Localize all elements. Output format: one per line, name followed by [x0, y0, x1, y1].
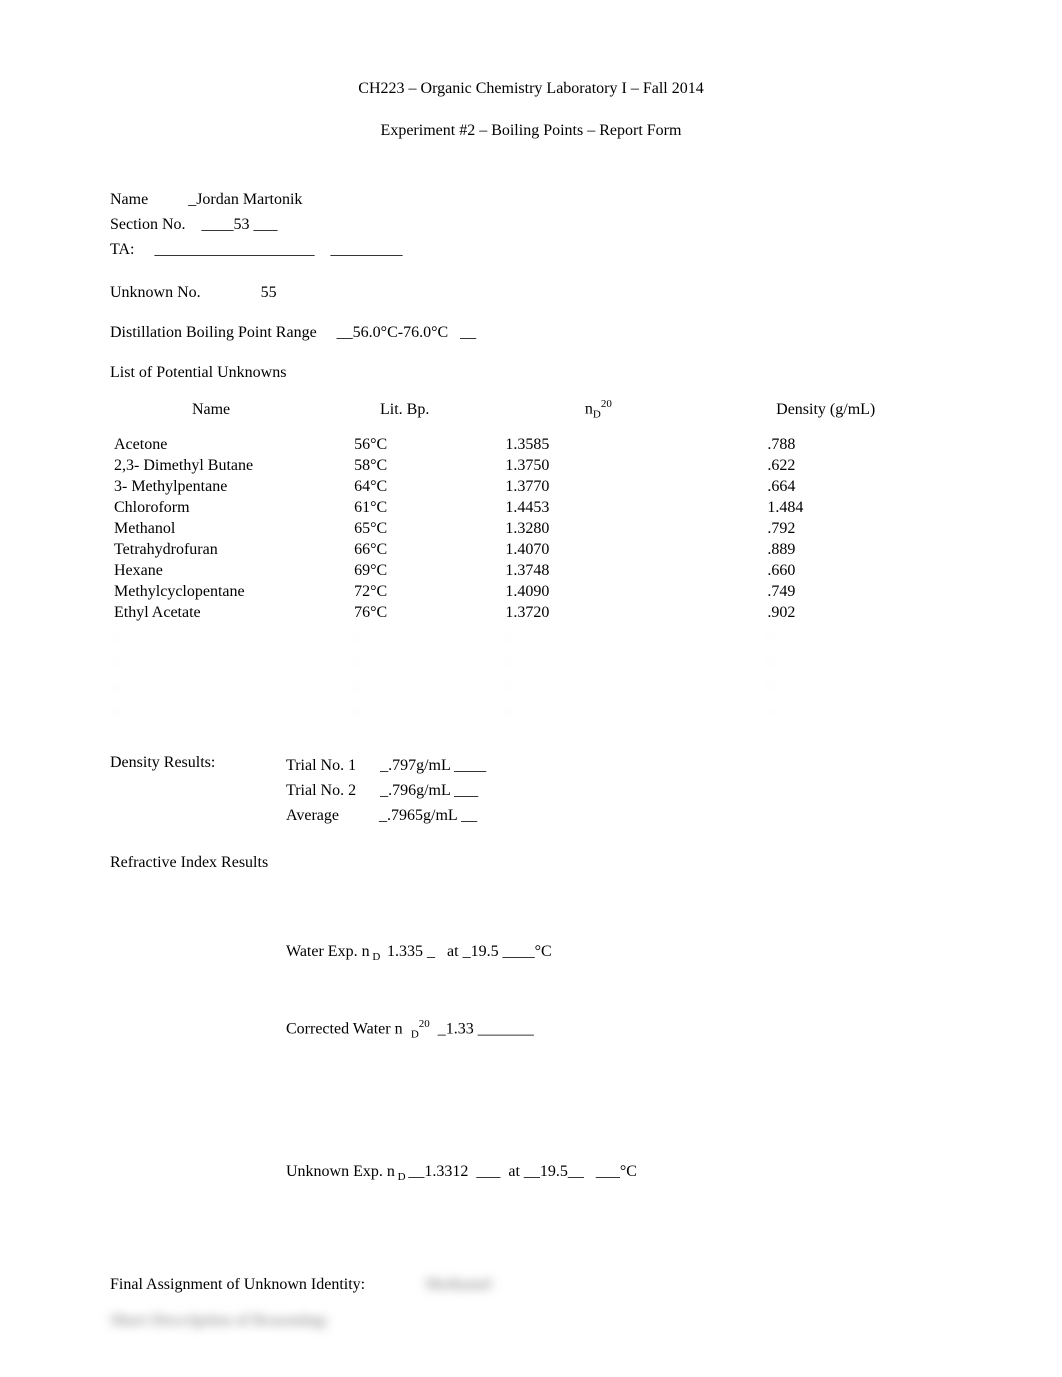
distillation-label: Distillation Boiling Point Range: [110, 324, 317, 341]
ri-corrected-line: Corrected Water n D20 _1.33 _______: [286, 1016, 952, 1044]
cell-density: .749: [699, 582, 952, 603]
table-row: 2,3- Dimethyl Butane58°C1.3750.622: [110, 456, 952, 477]
table-row: Hexane69°C1.3748.660: [110, 561, 952, 582]
unknown-no-label: Unknown No.: [110, 284, 201, 301]
trial1-label: Trial No. 1: [286, 757, 356, 774]
density-results-block: Density Results: Trial No. 1 _.797g/mL _…: [110, 754, 952, 828]
table-row: Acetone56°C1.3585.788: [110, 435, 952, 456]
final-assignment-line: Final Assignment of Unknown Identity: Me…: [110, 1276, 952, 1294]
col-header-name: Name: [110, 392, 312, 435]
cell-density: 1.484: [699, 498, 952, 519]
cell-bp: 65°C: [312, 519, 497, 540]
cell-nd: 1.3280: [497, 519, 699, 540]
avg-label: Average: [286, 807, 339, 824]
distillation-value: __56.0°C-76.0°C __: [337, 324, 476, 341]
table-row-blurred: ....: [110, 699, 952, 724]
trial1-value: _.797g/mL ____: [380, 757, 486, 774]
cell-bp: 56°C: [312, 435, 497, 456]
cell-density: .664: [699, 477, 952, 498]
ri-unknown-line: Unknown Exp. n D __1.3312 ___ at __19.5_…: [286, 1160, 952, 1186]
cell-nd: 1.4090: [497, 582, 699, 603]
ta-label: TA:: [110, 241, 135, 258]
table-header-row: Name Lit. Bp. nD20 Density (g/mL): [110, 392, 952, 435]
avg-value: _.7965g/mL __: [379, 807, 477, 824]
cell-nd: 1.3748: [497, 561, 699, 582]
ri-water-line: Water Exp. n D 1.335 _ at _19.5 ____°C: [286, 940, 952, 966]
table-row: 3- Methylpentane64°C1.3770.664: [110, 477, 952, 498]
col-header-nd: nD20: [497, 392, 699, 435]
cell-name: 2,3- Dimethyl Butane: [110, 456, 312, 477]
cell-density: .902: [699, 603, 952, 624]
section-label: Section No.: [110, 216, 186, 233]
student-info-block: Name _Jordan Martonik Section No. ____53…: [110, 188, 952, 262]
table-row-blurred: ....: [110, 649, 952, 674]
cell-nd: 1.3720: [497, 603, 699, 624]
table-row: Methylcyclopentane72°C1.4090.749: [110, 582, 952, 603]
cell-name: Ethyl Acetate: [110, 603, 312, 624]
table-row: Chloroform61°C1.44531.484: [110, 498, 952, 519]
cell-nd: 1.4453: [497, 498, 699, 519]
col-header-density: Density (g/mL): [699, 392, 952, 435]
experiment-title: Experiment #2 – Boiling Points – Report …: [110, 122, 952, 140]
cell-nd: 1.3770: [497, 477, 699, 498]
name-label: Name: [110, 191, 148, 208]
name-value: _Jordan Martonik: [188, 191, 302, 208]
cell-density: .660: [699, 561, 952, 582]
cell-nd: 1.3750: [497, 456, 699, 477]
table-row-blurred: ....: [110, 624, 952, 649]
table-row: Methanol65°C1.3280.792: [110, 519, 952, 540]
cell-name: Methanol: [110, 519, 312, 540]
cell-name: Acetone: [110, 435, 312, 456]
ta-value: ____________________ _________: [155, 241, 403, 258]
cell-bp: 76°C: [312, 603, 497, 624]
cell-name: Chloroform: [110, 498, 312, 519]
potential-unknowns-label: List of Potential Unknowns: [110, 364, 952, 382]
trial2-label: Trial No. 2: [286, 782, 356, 799]
col-header-bp: Lit. Bp.: [312, 392, 497, 435]
cell-nd: 1.3585: [497, 435, 699, 456]
table-row: Tetrahydrofuran66°C1.4070.889: [110, 540, 952, 561]
cell-density: .622: [699, 456, 952, 477]
cell-density: .788: [699, 435, 952, 456]
section-value: ____53 ___: [202, 216, 278, 233]
refractive-index-block: Refractive Index Results Water Exp. n D …: [110, 854, 952, 1236]
cell-bp: 58°C: [312, 456, 497, 477]
course-title: CH223 – Organic Chemistry Laboratory I –…: [110, 80, 952, 98]
cell-nd: 1.4070: [497, 540, 699, 561]
cell-bp: 66°C: [312, 540, 497, 561]
cell-bp: 61°C: [312, 498, 497, 519]
cell-name: Methylcyclopentane: [110, 582, 312, 603]
cell-density: .792: [699, 519, 952, 540]
cell-bp: 72°C: [312, 582, 497, 603]
cell-bp: 64°C: [312, 477, 497, 498]
table-row: Ethyl Acetate76°C1.3720.902: [110, 603, 952, 624]
density-results-label: Density Results:: [110, 754, 286, 828]
cell-name: 3- Methylpentane: [110, 477, 312, 498]
cell-name: Tetrahydrofuran: [110, 540, 312, 561]
cell-bp: 69°C: [312, 561, 497, 582]
cell-density: .889: [699, 540, 952, 561]
table-row-blurred: ....: [110, 674, 952, 699]
unknowns-table: Name Lit. Bp. nD20 Density (g/mL) Aceton…: [110, 392, 952, 724]
ri-heading: Refractive Index Results: [110, 854, 952, 872]
trial2-value: _.796g/mL ___: [380, 782, 478, 799]
cell-name: Hexane: [110, 561, 312, 582]
unknown-no-value: 55: [261, 284, 277, 301]
short-description-blurred: Short Description of Reasoning:: [110, 1312, 952, 1330]
final-identity-blurred: Methanol: [425, 1276, 491, 1293]
